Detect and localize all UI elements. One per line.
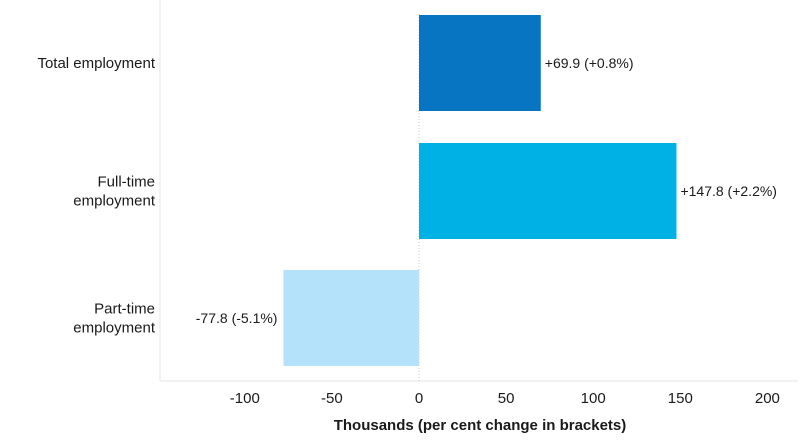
x-tick-label-4: 100: [581, 390, 606, 407]
data-label-0: +69.9 (+0.8%): [545, 55, 634, 71]
x-tick-label-2: 0: [415, 390, 423, 407]
x-axis-title: Thousands (per cent change in brackets): [334, 417, 627, 434]
category-label-1: Full-time employment: [73, 174, 156, 210]
bar-1: [419, 143, 677, 239]
data-label-1: +147.8 (+2.2%): [680, 183, 777, 199]
bar-2: [283, 270, 419, 366]
x-tick-label-3: 50: [498, 390, 515, 407]
x-tick-label-6: 200: [755, 390, 780, 407]
data-label-2: -77.8 (-5.1%): [196, 310, 278, 326]
x-tick-label-5: 150: [668, 390, 693, 407]
category-label-2: Part-time employment: [73, 301, 156, 337]
bar-0: [419, 15, 541, 111]
x-tick-label-1: -50: [321, 390, 343, 407]
category-label-0: Total employment: [37, 55, 155, 72]
plot-area: Total employment +69.9 (+0.8%) Full-time em…: [37, 0, 798, 407]
x-tick-label-0: -100: [230, 390, 260, 407]
